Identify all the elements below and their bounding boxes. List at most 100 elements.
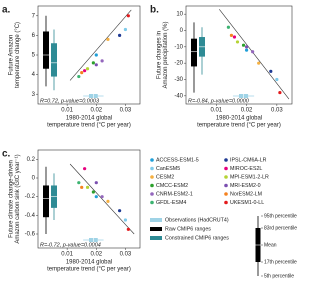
legend-label: CESM2 xyxy=(156,174,174,180)
y-tick-label: 6 xyxy=(32,33,36,39)
model-point xyxy=(80,71,84,75)
legend-label: UKESM1-0-LL xyxy=(230,200,264,206)
trend-line xyxy=(69,163,135,235)
annotation: R=-0.72, p-value=0.0004 xyxy=(40,242,101,248)
panel-label: b. xyxy=(150,5,159,16)
legend-marker xyxy=(224,183,228,188)
model-point xyxy=(94,63,98,67)
legend-label: MIROC-ES2L xyxy=(230,166,262,172)
y-tick-label: -0.4 xyxy=(25,213,36,219)
annotation: R=-0.84, p-value=0.0000 xyxy=(188,98,250,104)
model-point xyxy=(85,185,90,189)
legend-label: GFDL-ESM4 xyxy=(156,200,186,206)
legend-marker xyxy=(150,166,154,171)
model-point xyxy=(241,43,246,47)
x-tick-label: 0.01 xyxy=(61,108,73,114)
figure: a. Future Amazon temperature change (°C) 19… xyxy=(2,5,297,280)
range-box xyxy=(43,31,49,69)
model-point xyxy=(83,167,87,171)
model-point xyxy=(123,218,128,222)
y-tick-label: 0.2 xyxy=(27,157,36,163)
model-point xyxy=(118,209,122,213)
range-box xyxy=(43,185,49,218)
legend-marker xyxy=(150,175,154,179)
x-axis-label: temperature trend (°C per year) xyxy=(197,123,281,129)
y-tick-label: 0 xyxy=(32,176,36,182)
model-point xyxy=(77,74,81,79)
x-tick-label: 0.02 xyxy=(90,252,102,258)
x-tick-label: 0.03 xyxy=(271,108,283,114)
y-tick-label: 10 xyxy=(176,12,183,18)
model-point xyxy=(269,69,273,73)
model-point xyxy=(91,61,95,65)
range-legend-swatch xyxy=(150,236,162,240)
y-tick-label: -0.6 xyxy=(25,232,36,238)
legend-label: CNRM-ESM2-1 xyxy=(156,191,193,197)
model-point xyxy=(94,195,98,199)
model-point xyxy=(77,181,81,185)
model-point xyxy=(126,227,130,231)
model-point xyxy=(106,37,110,41)
y-tick-label: 5 xyxy=(32,53,36,59)
legend-marker xyxy=(224,200,228,205)
model-point xyxy=(126,14,130,18)
model-point xyxy=(94,181,98,185)
percentile-label: 95th percentile xyxy=(264,213,297,219)
legend-label: MPI-ESM1-2-LR xyxy=(230,174,269,180)
percentile-label: Mean xyxy=(264,242,277,248)
legend-label: CanESM5 xyxy=(156,166,180,172)
y-axis-label: Future Amazon xyxy=(9,35,15,76)
y-tick-label: -10 xyxy=(174,44,183,50)
percentile-label: 17th percentile xyxy=(264,259,297,265)
percentile-label: 83rd percentile xyxy=(264,225,297,231)
model-point xyxy=(91,190,95,194)
y-axis-label: Amazon carbon sink (GtC year⁻¹) xyxy=(15,154,21,243)
y-tick-label: -40 xyxy=(174,93,183,99)
legend-label: CMCC-ESM2 xyxy=(156,183,188,189)
plot-frame xyxy=(185,5,293,105)
x-axis-label: 1980-2014 global xyxy=(66,116,112,122)
panel-label: c. xyxy=(2,149,11,160)
model-point xyxy=(232,35,237,39)
x-axis-label: temperature trend (°C per year) xyxy=(47,267,131,273)
y-tick-label: 4 xyxy=(32,72,36,78)
legend-marker xyxy=(150,200,154,205)
range-legend-swatch xyxy=(150,227,162,231)
model-point xyxy=(106,199,110,203)
legend-marker xyxy=(224,192,228,196)
legend-label: IPSL-CM6A-LR xyxy=(230,157,267,163)
legend-label: MRI-ESM2-0 xyxy=(230,183,261,189)
x-axis-label: 1980-2014 global xyxy=(216,116,262,122)
legend-marker xyxy=(150,192,154,196)
legend-marker xyxy=(224,158,228,162)
model-point xyxy=(100,59,104,63)
model-point xyxy=(244,48,249,52)
range-legend-label: Constrained CMIP6 ranges xyxy=(165,235,229,241)
model-point xyxy=(123,27,128,32)
model-point xyxy=(275,77,279,82)
model-point xyxy=(244,45,249,49)
x-tick-label: 0.01 xyxy=(210,108,222,114)
percentile-label: 5th percentile xyxy=(264,273,294,279)
range-legend-swatch xyxy=(150,218,162,222)
plot-frame xyxy=(37,149,141,249)
legend-label: NorESM2-LM xyxy=(230,191,262,197)
x-tick-label: 0.02 xyxy=(90,108,102,114)
model-point xyxy=(278,90,282,95)
y-tick-label: -30 xyxy=(174,77,183,83)
y-tick-label: 3 xyxy=(32,92,36,98)
y-tick-label: 7 xyxy=(32,13,36,19)
model-point xyxy=(83,69,87,73)
legend-marker xyxy=(224,175,228,179)
range-box xyxy=(191,38,197,67)
legend-marker xyxy=(224,166,228,171)
x-tick-label: 0.02 xyxy=(241,108,253,114)
model-point xyxy=(251,50,255,54)
legend-marker xyxy=(150,183,154,188)
model-point xyxy=(118,33,122,38)
model-point xyxy=(229,33,234,38)
y-tick-label: 0 xyxy=(180,28,184,34)
range-legend-label: Raw CMIP6 ranges xyxy=(165,226,211,232)
x-axis-label: 1980-2014 global xyxy=(66,260,112,266)
y-tick-label: -0.2 xyxy=(25,194,36,200)
